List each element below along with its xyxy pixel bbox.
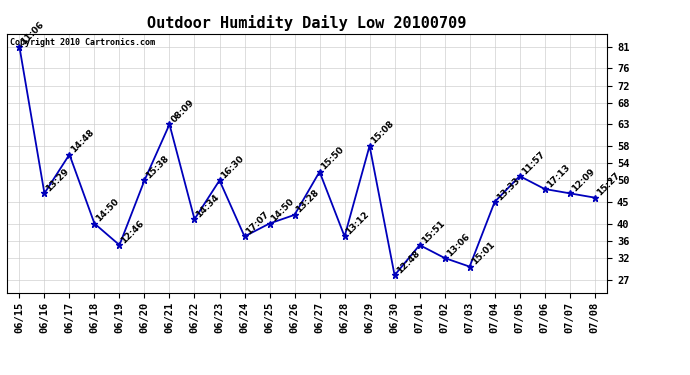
- Text: 12:48: 12:48: [395, 249, 422, 275]
- Text: Copyright 2010 Cartronics.com: Copyright 2010 Cartronics.com: [10, 38, 155, 46]
- Text: 13:12: 13:12: [344, 210, 371, 237]
- Text: 11:57: 11:57: [520, 149, 546, 176]
- Text: 16:30: 16:30: [219, 154, 246, 180]
- Text: 15:38: 15:38: [144, 154, 171, 180]
- Text: 14:34: 14:34: [195, 192, 221, 219]
- Text: 17:07: 17:07: [244, 210, 271, 237]
- Text: 15:51: 15:51: [420, 219, 446, 245]
- Text: 14:50: 14:50: [95, 197, 121, 223]
- Text: 17:13: 17:13: [544, 162, 571, 189]
- Text: 15:27: 15:27: [595, 171, 622, 198]
- Text: 08:09: 08:09: [170, 98, 196, 124]
- Text: 13:06: 13:06: [444, 231, 471, 258]
- Text: 15:08: 15:08: [370, 119, 396, 146]
- Text: 13:28: 13:28: [295, 188, 321, 215]
- Text: 15:01: 15:01: [470, 240, 496, 267]
- Text: 14:48: 14:48: [70, 128, 96, 154]
- Title: Outdoor Humidity Daily Low 20100709: Outdoor Humidity Daily Low 20100709: [148, 15, 466, 31]
- Text: 13:33: 13:33: [495, 176, 521, 202]
- Text: 11:06: 11:06: [19, 20, 46, 47]
- Text: 12:09: 12:09: [570, 167, 596, 194]
- Text: 14:50: 14:50: [270, 197, 296, 223]
- Text: 13:29: 13:29: [44, 166, 71, 194]
- Text: 12:46: 12:46: [119, 218, 146, 245]
- Text: 15:50: 15:50: [319, 145, 346, 172]
